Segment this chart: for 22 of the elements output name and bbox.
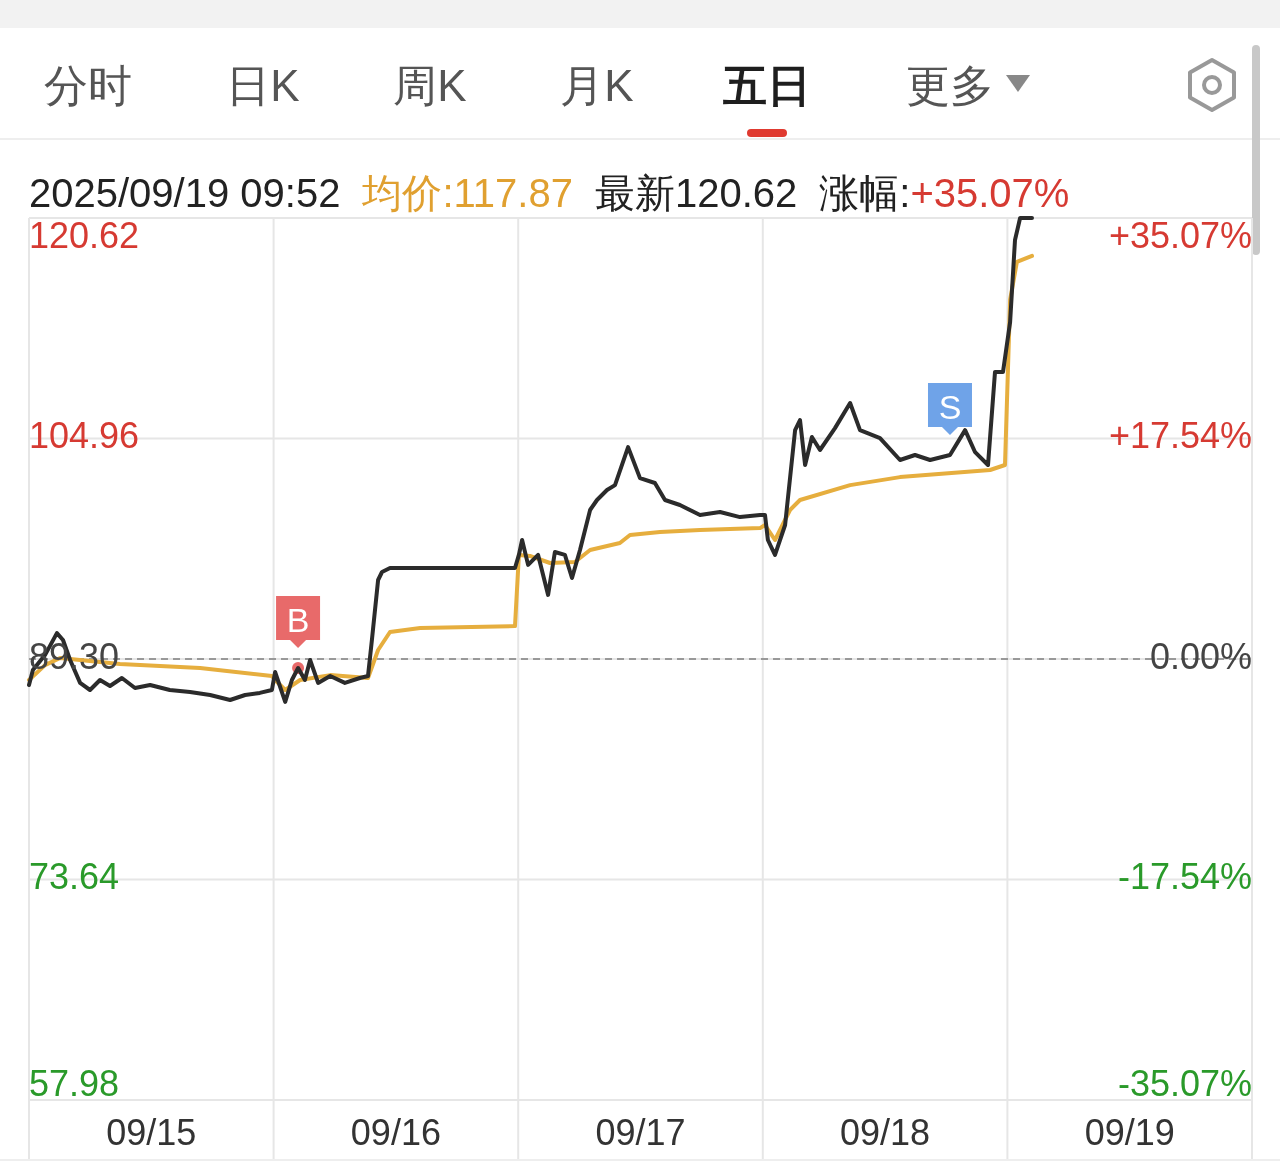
x-tick-label: 09/15 [106, 1112, 197, 1153]
y2-tick-label: 0.00% [1149, 635, 1252, 677]
x-tick-label: 09/17 [595, 1112, 686, 1153]
text: 涨幅:+35.07% [819, 171, 1070, 215]
y-tick-label: 120.62 [29, 215, 140, 257]
y2-tick-label: +35.07% [1108, 215, 1252, 257]
text: 均价:117.87 [361, 171, 573, 215]
text: 最新120.62 [594, 171, 798, 215]
trade-marker: S [928, 382, 972, 435]
y-tick-label: 57.98 [29, 1063, 120, 1104]
y2-tick-label: -17.54% [1117, 856, 1252, 898]
annotation: B [286, 601, 310, 640]
annotation: S [938, 387, 962, 426]
x-tick-label: 09/16 [350, 1112, 441, 1153]
y2-tick-label: -35.07% [1117, 1063, 1252, 1104]
text: 2025/09/19 09:52 [29, 171, 341, 215]
y2-tick-label: +17.54% [1108, 414, 1252, 456]
y-tick-label: 73.64 [29, 856, 120, 898]
tabs: 分时 日K 周K 月K 五日 更多 [44, 61, 994, 137]
y-tick-label: 104.96 [29, 415, 140, 457]
x-tick-label: 09/19 [1084, 1112, 1175, 1153]
x-tick-label: 09/18 [840, 1112, 931, 1153]
